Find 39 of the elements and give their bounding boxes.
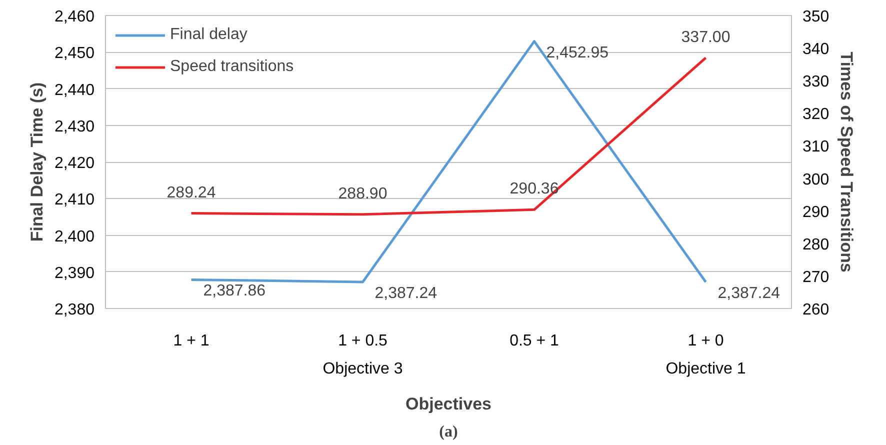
text: Objective 1: [666, 360, 746, 378]
data-label: 289.24: [166, 184, 216, 202]
y2-tick-label: 320: [802, 106, 830, 124]
y-tick-label: 2,460: [54, 8, 95, 26]
y-tick-label: 2,450: [54, 45, 95, 62]
y-tick-label: 2,430: [54, 118, 95, 136]
y2-tick-label: 280: [802, 236, 830, 254]
y2-tick-label: 260: [802, 302, 830, 318]
data-label: 2,452.95: [546, 44, 609, 62]
text: (a): [439, 424, 458, 440]
y2-tick-label: 310: [802, 138, 830, 156]
data-label: 337.00: [681, 28, 730, 46]
y-tick-label: 2,400: [54, 228, 95, 246]
legend-label: Speed transitions: [170, 58, 294, 76]
y-tick-label: 2,380: [54, 302, 95, 318]
y-tick-label: 2,410: [54, 192, 95, 209]
y2-tick-label: 330: [802, 74, 830, 91]
data-label: 2,387.24: [718, 284, 780, 302]
data-label: 290.36: [510, 180, 559, 198]
y-tick-label: 2,420: [54, 155, 95, 172]
y2-axis-title: Times of Speed Transitions: [837, 52, 856, 272]
y-axis-title: Final Delay Time (s): [27, 82, 46, 242]
y-tick-label: 2,440: [54, 82, 95, 99]
text: Objective 3: [322, 360, 403, 378]
x-axis-title: Objectives: [406, 394, 492, 414]
legend-label: Final delay: [170, 26, 248, 44]
y2-tick-label: 290: [802, 204, 830, 221]
x-tick-label: 0.5 + 1: [510, 332, 560, 350]
x-tick-label: 1 + 0: [688, 332, 724, 350]
y2-tick-label: 340: [802, 41, 830, 58]
y2-tick-label: 270: [802, 268, 830, 286]
x-tick-label: 1 + 0.5: [338, 332, 388, 350]
data-label: 2,387.86: [203, 282, 266, 300]
x-tick-label: 1 + 1: [173, 332, 210, 350]
data-label: 2,387.24: [374, 284, 438, 302]
y-tick-label: 2,390: [54, 264, 95, 282]
data-label: 288.90: [338, 185, 388, 202]
y2-tick-label: 350: [802, 8, 830, 26]
y2-tick-label: 300: [802, 171, 830, 188]
